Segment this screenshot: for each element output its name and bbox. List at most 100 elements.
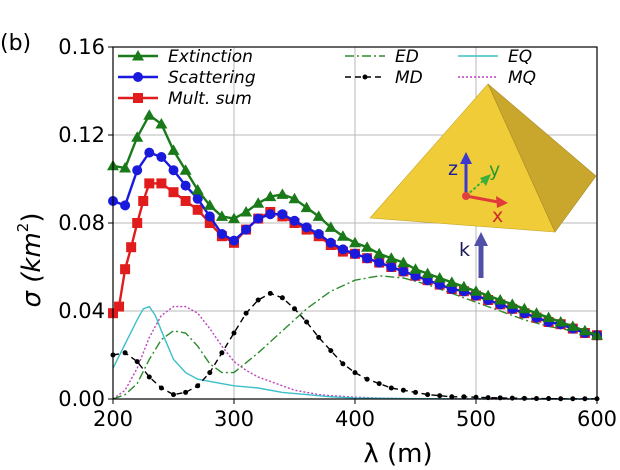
data-point-extinction (433, 272, 446, 283)
inset-pyramid: z y x k (369, 83, 597, 278)
data-point-extinction (482, 289, 495, 301)
data-point-scattering (350, 248, 360, 259)
data-point-mult-sum (126, 242, 137, 253)
y-tick-label: 0.04 (58, 299, 105, 323)
data-point-scattering (144, 147, 155, 158)
data-point-extinction (240, 206, 253, 217)
data-point-extinction (324, 221, 337, 232)
x-axis-arrowhead (496, 196, 508, 208)
data-point-md (183, 389, 189, 395)
data-point-extinction (349, 236, 361, 248)
data-point-scattering (192, 193, 203, 204)
data-point-md (364, 376, 370, 382)
data-point-extinction (385, 252, 398, 263)
data-point-md (509, 395, 515, 401)
series-ed (112, 275, 598, 400)
legend-label: ED (395, 47, 419, 67)
data-point-extinction (470, 285, 482, 296)
y-axis-arrowhead (480, 174, 491, 186)
data-point-scattering (337, 244, 348, 255)
data-point-scattering (362, 253, 373, 264)
y-tick-label: 0.12 (58, 123, 105, 147)
legend-marker (133, 93, 143, 103)
x-tick-label: 400 (335, 407, 375, 431)
legend-item-extinction: Extinction (118, 47, 253, 67)
data-point-mult-sum (132, 218, 143, 228)
data-point-extinction (288, 192, 301, 204)
y-tick-label: 0.08 (58, 211, 105, 235)
data-point-extinction (228, 212, 240, 224)
y-tick-label: 0.00 (58, 387, 105, 411)
y-axis-label: σ (km2) (14, 213, 47, 308)
data-point-mult-sum (156, 178, 167, 189)
data-point-extinction (131, 131, 144, 142)
data-point-md (521, 395, 527, 401)
data-point-md (243, 310, 249, 316)
y-tick-labels: 0.00 0.04 0.08 0.12 0.16 (58, 35, 113, 411)
data-point-md (158, 385, 164, 391)
legend-item-md: MD (345, 68, 423, 88)
data-point-extinction (530, 307, 543, 318)
data-point-scattering (132, 165, 143, 176)
data-point-md (413, 389, 418, 395)
y-axis-label-main: σ (km (17, 232, 47, 307)
data-point-scattering (374, 257, 385, 268)
data-point-scattering (277, 209, 288, 220)
data-point-md (219, 350, 225, 356)
data-point-mult-sum (114, 301, 125, 312)
data-point-extinction (518, 302, 531, 314)
data-point-scattering (156, 152, 167, 162)
data-point-extinction (457, 280, 470, 292)
data-point-mult-sum (168, 187, 179, 198)
data-point-mult-sum (138, 196, 149, 206)
data-point-mult-sum (192, 204, 203, 215)
data-point-scattering (398, 266, 409, 277)
legend-item-mq: MQ (458, 68, 536, 88)
data-point-md (376, 381, 382, 387)
data-point-md (255, 297, 261, 303)
data-point-scattering (229, 235, 239, 246)
data-point-scattering (313, 229, 324, 239)
data-point-extinction (179, 164, 192, 175)
data-point-extinction (300, 201, 313, 213)
data-point-md (437, 393, 443, 399)
data-point-extinction (155, 118, 168, 129)
x-tick-label: 600 (577, 407, 617, 431)
legend-item-eq: EQ (458, 47, 532, 67)
data-point-extinction (494, 294, 507, 305)
data-point-md (388, 385, 394, 391)
data-point-scattering (301, 222, 312, 233)
data-point-md (449, 394, 455, 400)
data-point-md (425, 392, 431, 398)
data-point-scattering (241, 224, 252, 235)
plot-frame (112, 46, 598, 400)
x-tick-label: 200 (93, 407, 133, 431)
data-point-extinction (252, 197, 265, 208)
data-point-extinction (119, 162, 132, 173)
data-point-extinction (167, 144, 180, 155)
data-point-extinction (397, 256, 410, 268)
svg-text:σ (km2): σ (km2) (14, 213, 47, 308)
data-point-md (171, 392, 176, 398)
data-point-extinction (361, 241, 374, 252)
y-tick-label: 0.16 (58, 35, 105, 59)
data-point-extinction (312, 210, 325, 221)
data-point-extinction (215, 210, 228, 221)
data-point-scattering (386, 262, 397, 272)
data-point-scattering (216, 229, 227, 239)
data-point-md (207, 370, 213, 376)
y-axis-label-sup: 2 (14, 223, 32, 233)
x-axis-arrow (465, 194, 499, 204)
data-point-md (340, 361, 346, 367)
data-point-mult-sum (180, 196, 191, 206)
data-point-md (279, 295, 285, 301)
legend-label: Scattering (168, 68, 256, 88)
data-point-md (231, 330, 237, 336)
data-point-md (400, 387, 406, 393)
k-vector-arrowhead (474, 232, 488, 246)
data-point-extinction (276, 188, 289, 199)
data-point-extinction (143, 109, 156, 120)
inset-z-label: z (448, 158, 458, 180)
